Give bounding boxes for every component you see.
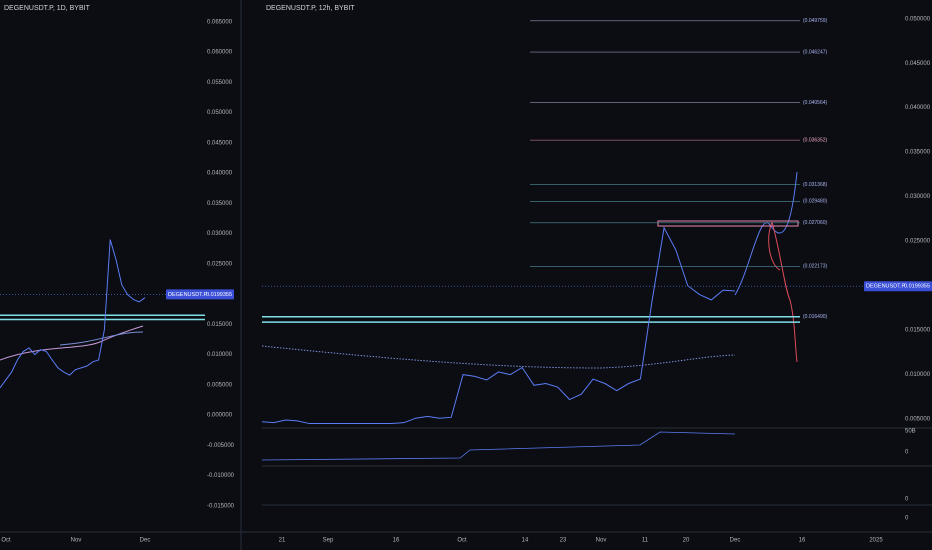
y-tick-label: 0.045000 xyxy=(207,140,233,146)
pane-title: DEGENUSDT.P, 1D, BYBIT xyxy=(4,5,91,12)
x-tick-label: Sep xyxy=(323,538,334,544)
y-tick-label: 0.050000 xyxy=(905,16,931,22)
x-tick-label: 11 xyxy=(642,538,649,544)
price-label-value: 0.0199355 xyxy=(206,292,232,298)
y-tick-label: 0.065000 xyxy=(207,19,233,25)
x-tick-label: 20 xyxy=(683,538,690,544)
y-tick-label: 0.050000 xyxy=(207,110,233,116)
y-tick-label: 0.015000 xyxy=(905,328,931,334)
y-tick-label: 0.015000 xyxy=(207,322,233,328)
price-label-box xyxy=(864,281,932,292)
y-tick-label: 0.000000 xyxy=(207,413,233,419)
x-tick-label: Dec xyxy=(730,538,741,544)
y-tick-label: 0.055000 xyxy=(207,80,233,86)
subpane-label: 0 xyxy=(905,497,909,503)
fib-label: (0.040564) xyxy=(803,100,828,106)
price-line xyxy=(261,226,736,425)
fib-label: (0.029480) xyxy=(803,199,828,205)
y-tick-label: 0.025000 xyxy=(905,239,931,245)
projection-down xyxy=(768,221,781,271)
price-line xyxy=(0,239,146,389)
price-label-value: 0.0199355 xyxy=(904,284,930,290)
x-tick-label: 16 xyxy=(393,538,400,544)
y-tick-label: 0.010000 xyxy=(207,352,233,358)
y-tick-label: 0.045000 xyxy=(905,61,931,67)
y-tick-label: -0.005000 xyxy=(207,443,235,449)
x-tick-label: Nov xyxy=(596,538,607,544)
y-tick-label: 0.010000 xyxy=(905,372,931,378)
moving-average-left xyxy=(59,331,144,346)
resistance-box xyxy=(657,220,799,227)
fib-label: (0.046247) xyxy=(803,49,828,55)
fib-label: (0.036352) xyxy=(803,137,828,143)
y-tick-label: -0.010000 xyxy=(207,473,235,479)
indicator-line xyxy=(261,431,736,461)
y-tick-label: 0.030000 xyxy=(207,231,233,237)
x-tick-label: Oct xyxy=(1,538,11,544)
x-tick-label: 16 xyxy=(799,538,806,544)
y-tick-label: 0.025000 xyxy=(207,261,233,267)
pane-title: DEGENUSDT.P, 12h, BYBIT xyxy=(266,5,355,12)
price-label-box xyxy=(166,289,234,300)
subpane-label: 0 xyxy=(905,450,909,456)
subpane-label: 0 xyxy=(905,516,909,522)
x-tick-label: 23 xyxy=(560,538,567,544)
x-tick-label: 2025 xyxy=(869,538,883,544)
y-tick-label: 0.005000 xyxy=(905,417,931,423)
y-tick-label: 0.040000 xyxy=(207,171,233,177)
x-tick-label: 14 xyxy=(522,538,529,544)
y-tick-label: 0.035000 xyxy=(207,201,233,207)
x-tick-label: Nov xyxy=(71,538,82,544)
fib-label: (0.016490) xyxy=(803,314,828,320)
subpane-label: 50B xyxy=(905,429,916,435)
fib-label: (0.049759) xyxy=(803,18,828,24)
y-tick-label: -0.015000 xyxy=(207,503,235,509)
fib-label: (0.027060) xyxy=(803,220,828,226)
x-tick-label: 21 xyxy=(279,538,286,544)
price-label-name: DEGENUSDT.P xyxy=(168,292,207,298)
y-tick-label: 0.035000 xyxy=(905,150,931,156)
x-tick-label: Dec xyxy=(140,538,151,544)
y-tick-label: 0.030000 xyxy=(905,194,931,200)
projection-up xyxy=(734,171,798,296)
fib-label: (0.031368) xyxy=(803,182,828,188)
projection-down xyxy=(771,221,798,363)
fib-label: (0.022173) xyxy=(803,264,828,270)
y-tick-label: 0.005000 xyxy=(207,382,233,388)
y-tick-label: 0.040000 xyxy=(905,105,931,111)
x-tick-label: Oct xyxy=(457,538,467,544)
moving-average-left xyxy=(0,325,144,361)
y-tick-label: 0.060000 xyxy=(207,50,233,56)
price-label-name: DEGENUSDT.P xyxy=(866,284,905,290)
